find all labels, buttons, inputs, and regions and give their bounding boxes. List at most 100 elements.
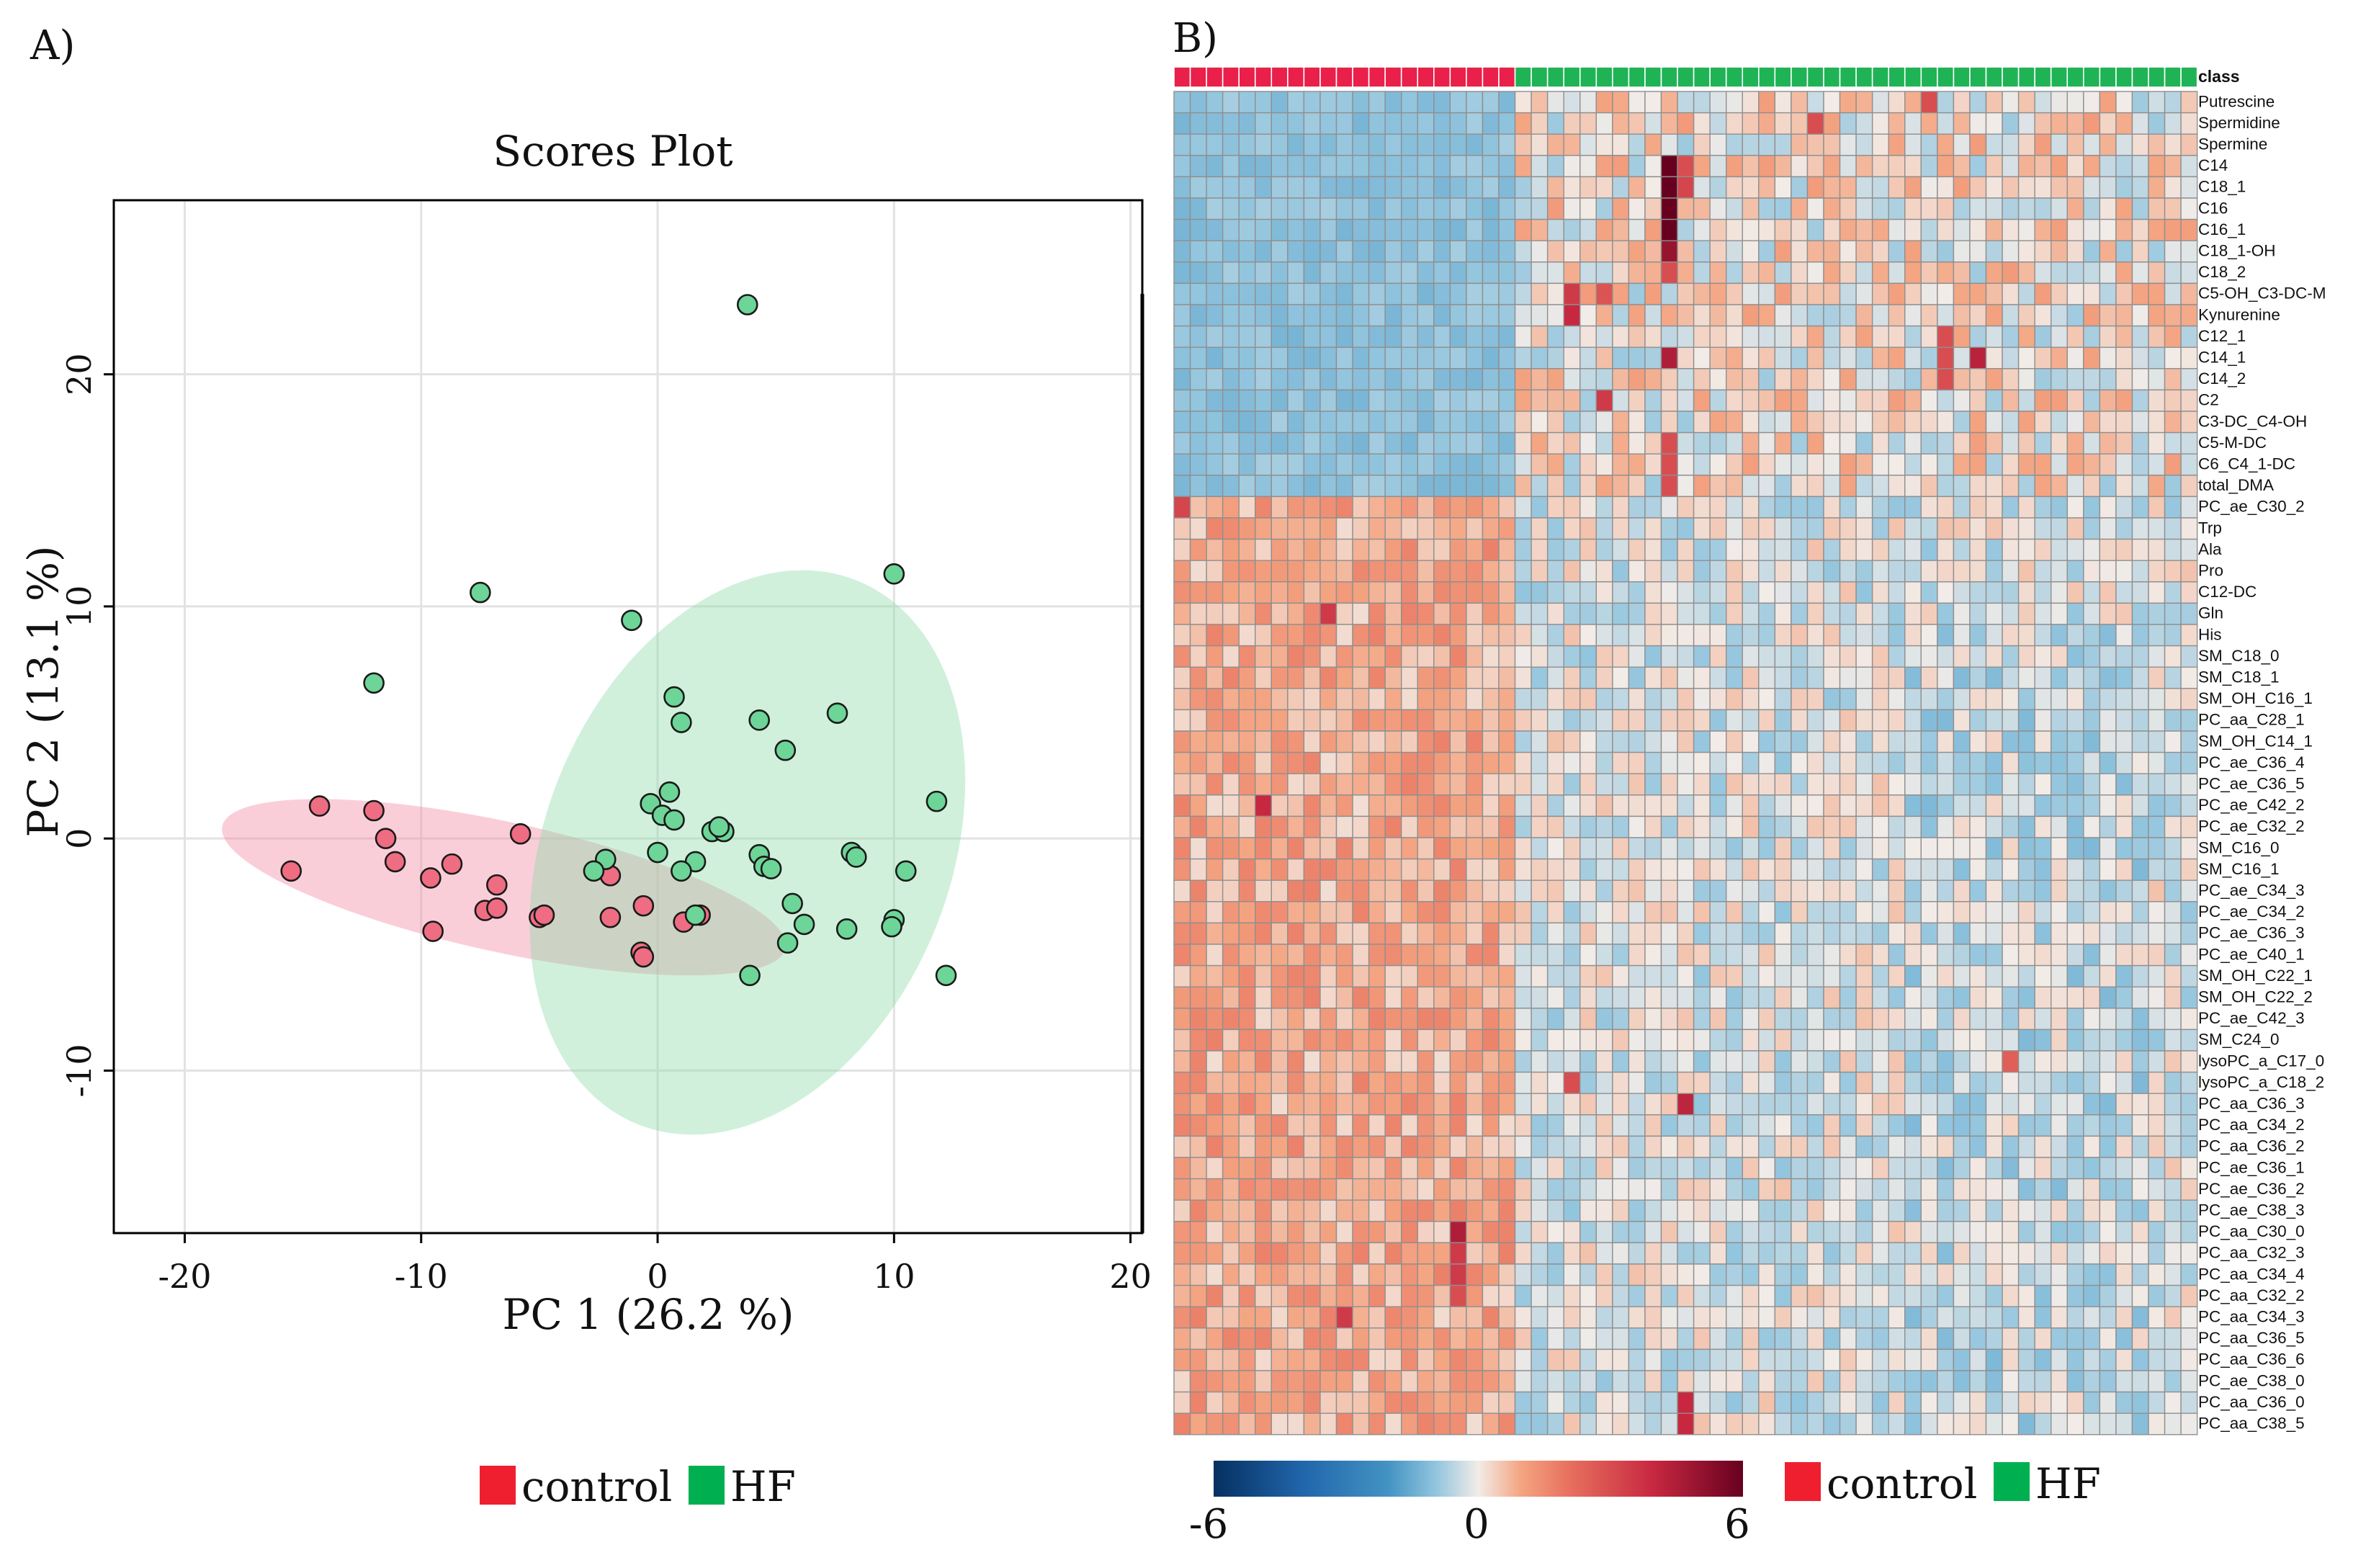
heatmap-cell xyxy=(2066,858,2084,881)
heatmap-cell xyxy=(2066,922,2084,945)
heatmap-cell xyxy=(1335,197,1353,220)
heatmap-cell xyxy=(1563,517,1581,540)
heatmap-cell xyxy=(1222,1093,1240,1116)
heatmap-cell xyxy=(1888,1029,1906,1052)
heatmap-cell xyxy=(1871,1178,1889,1201)
heatmap-cell xyxy=(1612,815,1630,838)
heatmap-cell xyxy=(1400,496,1418,519)
heatmap-cell xyxy=(1546,688,1564,711)
hf-point xyxy=(793,913,815,936)
heatmap-cell xyxy=(1498,602,1516,625)
heatmap-cell xyxy=(1417,1327,1435,1350)
heatmap-cell xyxy=(1888,368,1906,391)
heatmap-cell xyxy=(2002,282,2020,305)
heatmap-cell xyxy=(1368,496,1386,519)
heatmap-cell xyxy=(1969,879,1987,902)
control-point xyxy=(280,860,303,882)
heatmap-cell xyxy=(1595,155,1613,178)
heatmap-cell xyxy=(1319,538,1337,561)
heatmap-cell xyxy=(1839,176,1857,199)
heatmap-cell xyxy=(1189,602,1207,625)
heatmap-cell xyxy=(2148,1029,2166,1052)
heatmap-cell xyxy=(1546,431,1564,454)
heatmap-cell xyxy=(2002,624,2020,647)
heatmap-cell xyxy=(2180,837,2198,860)
row-label: PC_aa_C38_5 xyxy=(2198,1415,2305,1433)
heatmap-cell xyxy=(2180,1050,2198,1073)
heatmap-cell xyxy=(1238,1284,1256,1307)
row-label: PC_aa_C32_3 xyxy=(2198,1244,2305,1262)
heatmap-cell xyxy=(1742,901,1760,924)
heatmap-cell xyxy=(2050,1391,2068,1414)
heatmap-cell xyxy=(1774,304,1792,327)
heatmap-cell xyxy=(2115,1348,2133,1371)
heatmap-cell xyxy=(1287,1093,1305,1116)
heatmap-cell xyxy=(1466,1391,1484,1414)
heatmap-cell xyxy=(2017,431,2035,454)
heatmap-cell xyxy=(1855,581,1873,604)
heatmap-cell xyxy=(2115,901,2133,924)
heatmap-cell xyxy=(2180,1178,2198,1201)
heatmap-cell xyxy=(1725,794,1743,817)
heatmap-cell xyxy=(1693,1221,1711,1244)
heatmap-cell xyxy=(1628,155,1646,178)
heatmap-cell xyxy=(1271,1008,1289,1031)
heatmap-cell xyxy=(1920,815,1938,838)
heatmap-cell xyxy=(1238,560,1256,583)
heatmap-cell xyxy=(1335,346,1353,369)
heatmap-cell xyxy=(1758,858,1776,881)
heatmap-cell xyxy=(1222,709,1240,732)
heatmap-cell xyxy=(1904,1391,1922,1414)
heatmap-cell xyxy=(1303,1412,1321,1435)
heatmap-cell xyxy=(1563,858,1581,881)
heatmap-cell xyxy=(2099,91,2117,114)
heatmap-cell xyxy=(1660,1242,1678,1265)
heatmap-cell xyxy=(2148,325,2166,348)
heatmap-cell xyxy=(2066,730,2084,753)
heatmap-cell xyxy=(1335,858,1353,881)
heatmap-cell xyxy=(1271,475,1289,498)
heatmap-cell xyxy=(1774,389,1792,412)
heatmap-cell xyxy=(1498,645,1516,668)
heatmap-cell xyxy=(1709,389,1727,412)
heatmap-cell xyxy=(2017,475,2035,498)
heatmap-cell xyxy=(1937,688,1955,711)
heatmap-cell xyxy=(1449,645,1467,668)
heatmap-cell xyxy=(1222,431,1240,454)
heatmap-cell xyxy=(1255,218,1272,241)
heatmap-cell xyxy=(1791,602,1809,625)
heatmap-cell xyxy=(1742,1242,1760,1265)
heatmap-cell xyxy=(1855,368,1873,391)
heatmap-cell xyxy=(1238,1242,1256,1265)
heatmap-cell xyxy=(1612,91,1630,114)
plot-background xyxy=(114,200,1142,1233)
heatmap-cell xyxy=(1969,1284,1987,1307)
heatmap-cell xyxy=(1709,304,1727,327)
heatmap-cell xyxy=(2115,112,2133,135)
heatmap-cell xyxy=(1563,1008,1581,1031)
heatmap-cell xyxy=(1531,1327,1549,1350)
heatmap-cell xyxy=(1287,176,1305,199)
heatmap-cell xyxy=(1400,1178,1418,1201)
heatmap-cell xyxy=(1791,1199,1809,1222)
heatmap-cell xyxy=(2066,1221,2084,1244)
heatmap-cell xyxy=(1433,688,1451,711)
heatmap-cell xyxy=(2002,944,2020,967)
heatmap-cell xyxy=(2115,1391,2133,1414)
heatmap-cell xyxy=(1953,986,1971,1009)
heatmap-cell xyxy=(1774,1114,1792,1137)
heatmap-cell xyxy=(1384,581,1402,604)
heatmap-cell xyxy=(1953,411,1971,434)
heatmap-cell xyxy=(1514,964,1532,987)
heatmap-cell xyxy=(1449,944,1467,967)
heatmap-cell xyxy=(1433,794,1451,817)
legend-a-hf-swatch xyxy=(689,1466,725,1505)
heatmap-cell xyxy=(1433,261,1451,285)
heatmap-cell xyxy=(1384,155,1402,178)
heatmap-cell xyxy=(1644,1008,1662,1031)
hf-point xyxy=(781,892,803,915)
heatmap-cell xyxy=(2050,730,2068,753)
heatmap-cell xyxy=(2066,709,2084,732)
heatmap-cell xyxy=(1677,1284,1695,1307)
heatmap-cell xyxy=(2115,794,2133,817)
